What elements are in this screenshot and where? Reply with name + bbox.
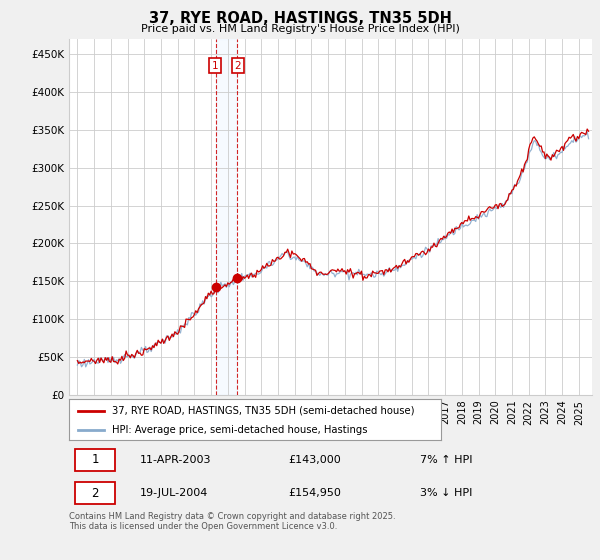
Text: £154,950: £154,950 [289, 488, 341, 498]
Text: 1: 1 [211, 61, 218, 71]
Text: 7% ↑ HPI: 7% ↑ HPI [419, 455, 472, 465]
Bar [215, 39, 237, 395]
Text: 37, RYE ROAD, HASTINGS, TN35 5DH: 37, RYE ROAD, HASTINGS, TN35 5DH [149, 11, 451, 26]
Text: 3% ↓ HPI: 3% ↓ HPI [419, 488, 472, 498]
Text: 2: 2 [91, 487, 99, 500]
Text: HPI: Average price, semi-detached house, Hastings: HPI: Average price, semi-detached house,… [112, 424, 367, 435]
Text: 2: 2 [235, 61, 241, 71]
Text: 19-JUL-2004: 19-JUL-2004 [140, 488, 208, 498]
Text: Price paid vs. HM Land Registry's House Price Index (HPI): Price paid vs. HM Land Registry's House … [140, 24, 460, 34]
Text: Contains HM Land Registry data © Crown copyright and database right 2025.
This d: Contains HM Land Registry data © Crown c… [69, 512, 395, 531]
Text: 37, RYE ROAD, HASTINGS, TN35 5DH (semi-detached house): 37, RYE ROAD, HASTINGS, TN35 5DH (semi-d… [112, 405, 414, 416]
Text: £143,000: £143,000 [289, 455, 341, 465]
FancyBboxPatch shape [75, 449, 115, 471]
Text: 11-APR-2003: 11-APR-2003 [140, 455, 211, 465]
Text: 1: 1 [91, 453, 99, 466]
FancyBboxPatch shape [75, 482, 115, 505]
